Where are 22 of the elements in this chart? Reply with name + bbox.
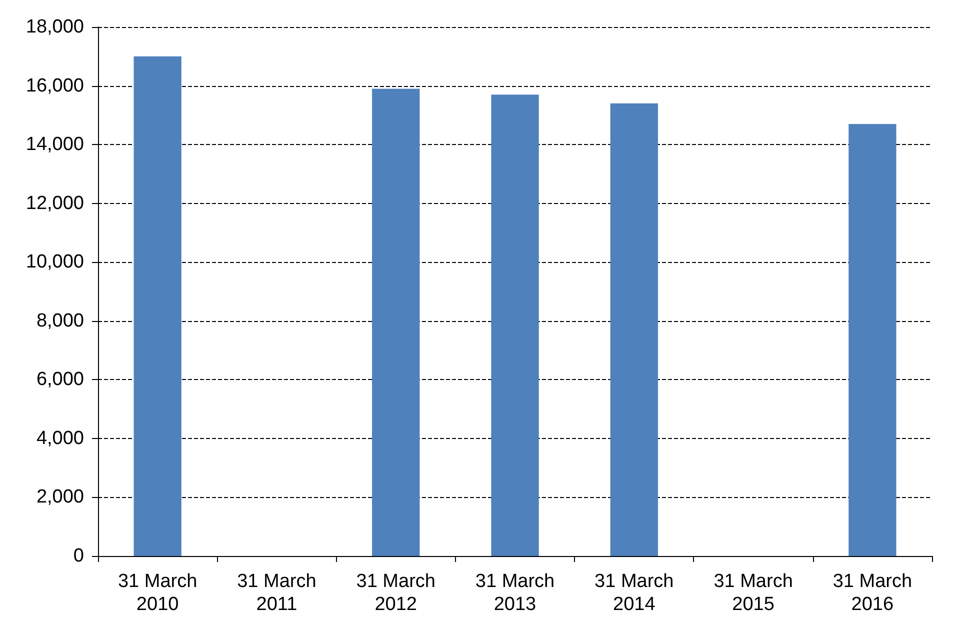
y-tick-label: 4,000 xyxy=(36,428,84,449)
x-tick-label: 31 March 2010 xyxy=(118,571,198,615)
y-tick-label: 2,000 xyxy=(36,486,84,508)
bar xyxy=(848,124,896,556)
y-tick-label: 14,000 xyxy=(26,134,84,156)
bar xyxy=(134,56,182,556)
x-tick-label: 31 March 2014 xyxy=(594,571,674,615)
y-tick-label: 8,000 xyxy=(36,310,84,332)
x-tick-label: 31 March 2016 xyxy=(832,571,912,615)
y-tick-label: 0 xyxy=(73,546,84,566)
y-tick-label: 16,000 xyxy=(26,75,84,96)
x-tick-label: 31 March 2015 xyxy=(714,571,793,615)
x-tick-label: 31 March 2011 xyxy=(237,571,316,615)
x-tick-label: 31 March 2012 xyxy=(356,571,436,615)
y-tick-label: 18,000 xyxy=(26,16,84,38)
bar xyxy=(372,88,420,556)
y-tick-label: 10,000 xyxy=(26,252,84,273)
bar xyxy=(610,103,658,556)
y-tick-label: 12,000 xyxy=(26,192,84,214)
bar xyxy=(491,94,539,556)
x-tick-label: 31 March 2013 xyxy=(475,571,555,615)
y-tick-label: 6,000 xyxy=(36,369,84,390)
